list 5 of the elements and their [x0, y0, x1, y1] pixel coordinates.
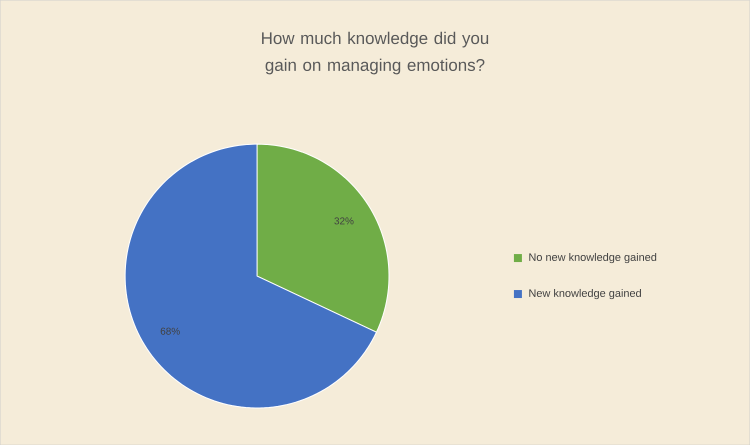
legend-label: No new knowledge gained: [529, 252, 656, 264]
data-label: 32%: [334, 217, 354, 224]
data-label: 68%: [160, 328, 180, 335]
legend-label: New knowledge gained: [529, 288, 641, 300]
chart-title: How much knowledge did you gain on managing emotions?: [262, 32, 488, 74]
